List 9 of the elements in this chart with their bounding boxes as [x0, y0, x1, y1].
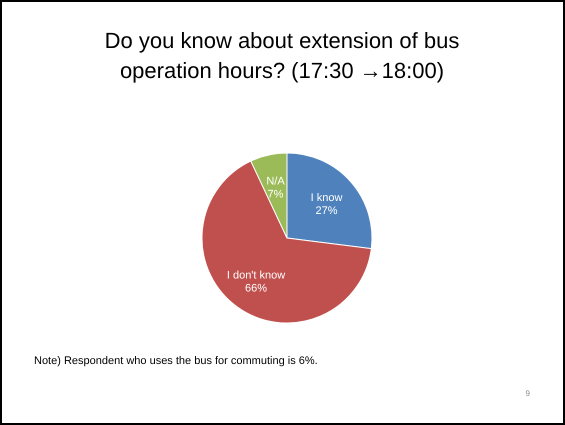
slice-label: N/A	[266, 175, 286, 188]
data-label: 66%	[245, 282, 268, 295]
slice-label: I don't know	[226, 269, 286, 282]
data-label: 7%	[268, 188, 284, 201]
text: Note) Respondent who uses the bus for commuting is 6%.	[34, 355, 318, 367]
data-label: 27%	[316, 205, 338, 218]
slice-label: I know	[310, 192, 342, 204]
text: 9	[526, 389, 531, 398]
chart-title: Do you know about extension of bus operation hours? (17:30 →18:00)	[104, 28, 460, 83]
